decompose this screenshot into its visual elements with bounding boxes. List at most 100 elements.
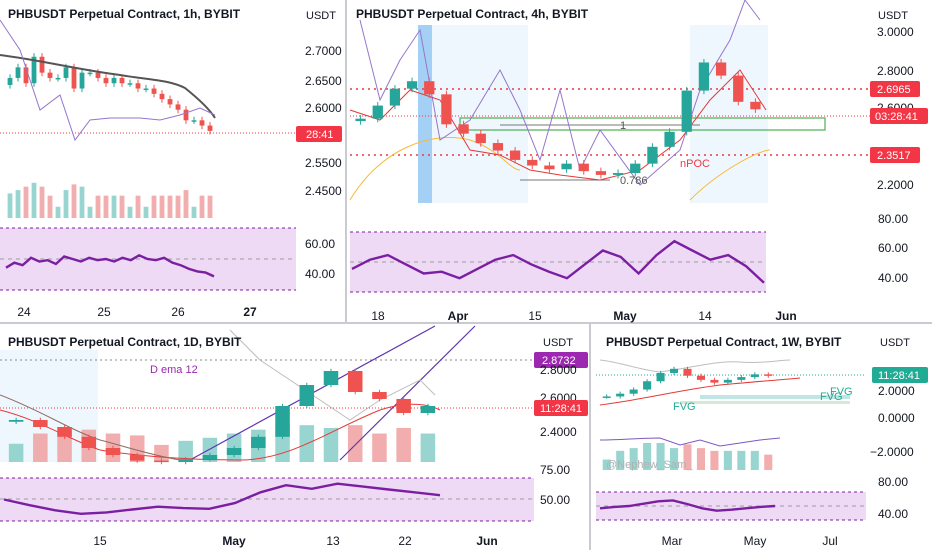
volume-bar: [723, 450, 732, 470]
volume-bar: [629, 448, 638, 470]
candle-body: [372, 105, 383, 119]
candle-body: [715, 62, 727, 76]
resistance-tag-4h: [870, 81, 920, 97]
candle-body: [47, 72, 53, 78]
x-tick-1d-4: Jun: [476, 534, 497, 548]
x-tick-1d-2: 13: [326, 534, 340, 548]
volume-bar: [135, 195, 141, 218]
y-tick-1h-2: 2.6000: [305, 101, 342, 115]
panel-1h[interactable]: PHBUSDT Perpetual Contract, 1h, BYBIT US…: [0, 7, 342, 319]
x-tick-1w-2: Jul: [822, 534, 837, 548]
x-tick-4h-4: 14: [698, 309, 712, 323]
volume-bar: [127, 206, 133, 218]
candle-body: [226, 448, 242, 455]
rsi-tick-4h-2: 40.00: [878, 271, 908, 285]
currency-label-1h: USDT: [306, 10, 336, 22]
rsi-tick-1w-1: 40.00: [878, 507, 908, 521]
y-tick-4h-1: 2.8000: [877, 64, 914, 78]
ema-yellow-4h-0: [349, 137, 521, 201]
rsi-tick-1w-0: 80.00: [878, 475, 908, 489]
x-tick-4h-1: Apr: [448, 309, 469, 323]
countdown-1h: 28:41: [306, 129, 334, 141]
panel-4h[interactable]: PHBUSDT Perpetual Contract, 4h, BYBIT 1 …: [349, 0, 928, 323]
volume-bar: [63, 190, 69, 218]
panel-1w[interactable]: PHBUSDT Perpetual Contract, 1W, BYBIT FV…: [596, 335, 928, 548]
candle-body: [129, 455, 145, 461]
candle-body: [119, 77, 125, 84]
candle-body: [275, 406, 290, 437]
volume-bar: [15, 190, 21, 218]
volume-bar: [420, 433, 436, 462]
volume-bar: [764, 454, 773, 470]
volume-bar: [178, 440, 193, 462]
volume-bars-1d: [8, 423, 436, 462]
volume-bar: [159, 195, 165, 218]
candle-body: [710, 379, 719, 383]
candle-body: [159, 93, 165, 100]
candle-body: [79, 72, 85, 89]
candle-body: [683, 368, 692, 376]
volume-bar: [151, 195, 157, 218]
fib-label-0786-4h: 0.786: [620, 175, 648, 187]
volume-bar: [175, 195, 181, 218]
volume-bar: [39, 186, 45, 218]
candle-body: [151, 88, 157, 94]
x-tick-1h-0: 24: [17, 305, 31, 319]
volume-bar: [183, 190, 189, 218]
volume-bar: [7, 193, 13, 218]
volume-bar: [191, 206, 197, 218]
volume-bar: [396, 427, 411, 462]
candle-body: [424, 81, 435, 95]
candle-body: [251, 436, 266, 448]
volume-bar: [79, 186, 85, 218]
candle-body: [39, 56, 45, 73]
volume-bar: [199, 195, 205, 218]
candle-body: [643, 381, 652, 390]
candle-body: [475, 133, 486, 144]
candle-body: [737, 377, 746, 380]
candle-body: [458, 124, 469, 134]
candle-body: [207, 125, 213, 131]
fvg-label-1w-1: FVG: [820, 391, 843, 403]
y-tick-1w-2: −2.0000: [870, 445, 914, 459]
volume-bar: [111, 195, 117, 218]
volume-bar: [103, 195, 109, 218]
countdown-1w: 11:28:41: [878, 370, 920, 382]
ema-yellow-4h-1: [689, 149, 771, 201]
y-tick-4h-3: 2.2000: [877, 178, 914, 192]
candle-body: [656, 372, 665, 382]
rsi-line-1d: [3, 482, 441, 516]
rsi-tick-1d-0: 75.00: [540, 463, 570, 477]
ema-red-1d: [0, 403, 441, 461]
currency-label-4h: USDT: [878, 10, 908, 22]
candle-body: [103, 77, 109, 84]
x-tick-1h-1: 25: [97, 305, 111, 319]
candle-body: [178, 459, 193, 462]
volume-bar: [737, 450, 746, 470]
panel-1d[interactable]: PHBUSDT Perpetual Contract, 1D, BYBIT D …: [0, 325, 588, 548]
volume-bar: [23, 186, 29, 218]
volume-bar: [8, 443, 24, 462]
volume-bar: [323, 427, 339, 462]
volume-bar: [643, 442, 652, 470]
candle-body: [71, 67, 77, 89]
volume-bar: [47, 195, 53, 218]
ema-red-1w: [599, 377, 801, 406]
volume-bar: [372, 433, 387, 462]
chart-title-1h: PHBUSDT Perpetual Contract, 1h, BYBIT: [8, 7, 241, 21]
candles-1w: [602, 366, 773, 399]
candle-body: [561, 163, 572, 170]
ema-brown-1d: [0, 394, 181, 461]
x-tick-4h-3: May: [613, 309, 637, 323]
fvg-label-1w-0: FVG: [673, 401, 696, 413]
candle-body: [441, 94, 452, 125]
volume-bar: [71, 184, 77, 218]
fvg-zone-1w-1: [680, 401, 850, 404]
x-tick-1d-1: May: [222, 534, 246, 548]
bollinger-upper-1d: [229, 329, 436, 421]
ema-purple-1w: [599, 437, 781, 447]
candle-body: [63, 67, 69, 78]
x-tick-1h-2: 26: [171, 305, 185, 319]
volume-bar: [167, 195, 173, 218]
candle-body: [105, 448, 121, 455]
